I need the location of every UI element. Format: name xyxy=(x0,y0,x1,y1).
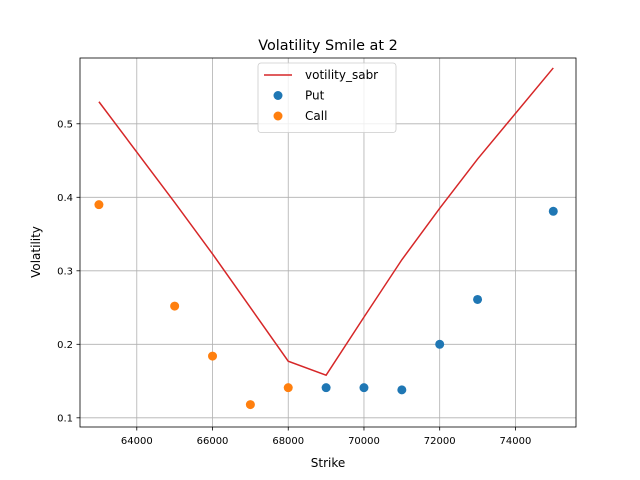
y-tick-label: 0.4 xyxy=(57,193,73,204)
x-axis-label: Strike xyxy=(311,456,346,470)
y-tick-label: 0.1 xyxy=(57,413,73,424)
data-point-put xyxy=(435,339,445,349)
legend: votility_sabr Put Call xyxy=(257,62,397,133)
legend-label: Put xyxy=(305,89,325,103)
data-point-call xyxy=(94,200,104,210)
data-point-put xyxy=(321,383,331,393)
data-point-put xyxy=(473,294,483,304)
y-tick-label: 0.2 xyxy=(57,340,73,351)
axis-ticks: 64000 66000 68000 70000 72000 74000 0.1 0.2 0.3 0… xyxy=(57,119,531,447)
data-point-put xyxy=(548,206,558,216)
data-point-call xyxy=(208,351,218,361)
legend-label: Call xyxy=(305,109,327,123)
chart-title: Volatility Smile at 2 xyxy=(258,38,398,54)
y-axis-label: Volatility xyxy=(29,226,43,278)
x-tick-label: 66000 xyxy=(197,436,229,447)
data-point-put xyxy=(397,385,407,395)
y-tick-label: 0.5 xyxy=(57,119,73,130)
legend-marker-swatch xyxy=(273,111,283,121)
legend-box xyxy=(257,62,397,133)
data-point-put xyxy=(359,383,369,393)
x-tick-label: 68000 xyxy=(272,436,304,447)
legend-marker-swatch xyxy=(273,91,283,100)
plot-frame xyxy=(79,57,577,428)
data-point-call xyxy=(170,301,180,311)
series-line-votility_sabr xyxy=(98,67,554,377)
legend-label: votility_sabr xyxy=(305,68,378,82)
x-tick-label: 70000 xyxy=(348,436,380,447)
x-tick-label: 74000 xyxy=(500,436,532,447)
x-tick-label: 72000 xyxy=(424,436,456,447)
data-point-call xyxy=(283,383,293,393)
data-point-call xyxy=(245,400,255,410)
y-tick-label: 0.3 xyxy=(57,266,73,277)
plot-series xyxy=(94,67,558,410)
x-tick-label: 64000 xyxy=(121,436,153,447)
